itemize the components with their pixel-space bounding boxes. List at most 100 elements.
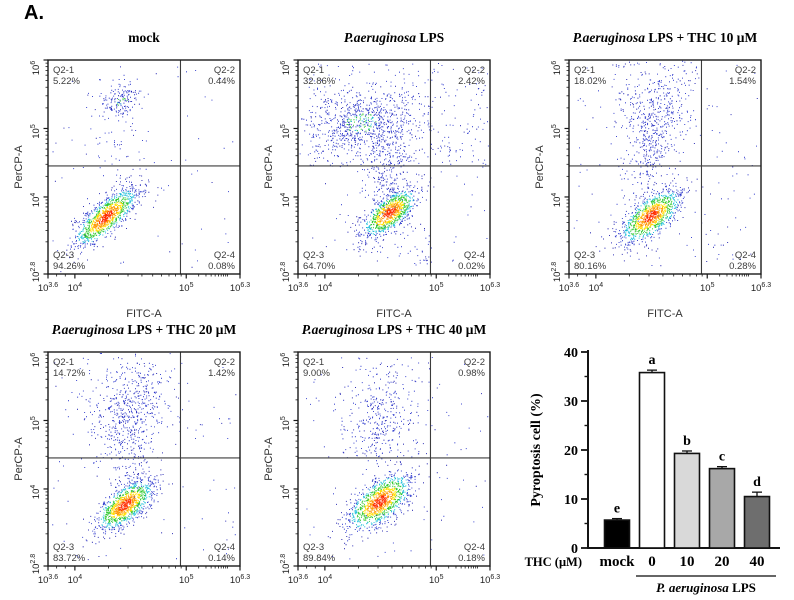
quadrant-percent: 0.14% [208, 553, 235, 564]
scatter-dots [590, 61, 758, 267]
quadrant-percent: 0.28% [729, 261, 756, 272]
axis-tick-label: 105 [429, 282, 444, 294]
scatter-dots [77, 102, 135, 244]
scatter-dots [375, 200, 405, 226]
scatter-dots [98, 210, 113, 225]
quadrant-name: Q2-1 [303, 357, 324, 368]
scatter-dots [635, 201, 668, 231]
axis-tick-label: 102.8 [30, 554, 42, 574]
axis-tick-label: 102.8 [551, 262, 563, 282]
x-axis-label: FITC-A [647, 308, 683, 320]
scatter-dots [52, 352, 236, 560]
scatter-dots [104, 486, 146, 524]
axis-tick-label: 105 [179, 574, 194, 586]
axis-tick-label: 106 [551, 61, 563, 76]
quadrant-name: Q2-4 [464, 250, 485, 261]
axis-tick-label: 106.3 [230, 282, 250, 294]
significance-letter: c [719, 450, 725, 465]
x-axis-label: FITC-A [376, 308, 412, 320]
axis-tick-label: 106.3 [751, 282, 771, 294]
y-tick-label: 10 [564, 493, 578, 508]
scatter-dots [346, 113, 410, 231]
quadrant-name: Q2-4 [464, 542, 485, 553]
quadrant-percent: 0.44% [208, 76, 235, 87]
quadrant-percent: 2.42% [458, 76, 485, 87]
axis-tick-label: 106 [280, 61, 292, 76]
quadrant-name: Q2-2 [464, 357, 485, 368]
bar-category-label: 0 [648, 554, 656, 570]
bar-y-axis-label: Pyroptosis cell (%) [529, 393, 544, 507]
axis-tick-label: 106.3 [480, 282, 500, 294]
quadrant-percent: 80.16% [574, 261, 607, 272]
quadrant-name: Q2-3 [303, 250, 324, 261]
bar-10 [673, 452, 701, 549]
y-axis-label: PerCP-A [263, 145, 275, 189]
scatter-dots [363, 486, 397, 518]
quadrant-percent: 64.70% [303, 261, 336, 272]
y-tick-label: 0 [571, 542, 578, 557]
axis-tick-label: 103.6 [288, 574, 308, 586]
bar-category-label: 10 [680, 554, 695, 570]
axis-tick-label: 104 [280, 193, 292, 208]
flow-plot-lps-thc20: P.aeruginosa LPS + THC 20 μM 103.6 104 105 1… [10, 322, 260, 600]
quadrant-name: Q2-4 [214, 542, 235, 553]
significance-letter: b [683, 434, 691, 449]
axis-tick-label: 106 [280, 353, 292, 368]
y-tick-label: 20 [564, 444, 578, 459]
scatter-dots [372, 494, 388, 509]
quadrant-percent: 18.02% [574, 76, 607, 87]
axis-tick-label: 104 [589, 282, 604, 294]
y-axis-label: PerCP-A [263, 437, 275, 481]
plot-frame [568, 59, 762, 275]
axis-tick-label: 106.3 [480, 574, 500, 586]
scatter-dots [383, 207, 397, 218]
bar-40 [743, 495, 771, 549]
plot-title: mock [128, 30, 160, 45]
axis-tick-label: 102.8 [30, 262, 42, 282]
scatter-dots [100, 481, 151, 529]
quadrant-percent: 1.42% [208, 368, 235, 379]
significance-letter: a [649, 353, 656, 368]
quadrant-name: Q2-2 [464, 65, 485, 76]
plot-title: P.aeruginosa LPS + THC 40 μM [302, 322, 487, 337]
axis-tick-label: 103.6 [288, 282, 308, 294]
scatter-dots [347, 114, 414, 236]
flow-plot-lps: P.aeruginosa LPS 103.6 104 105 106.3 106 105 10… [260, 26, 510, 322]
flow-plot-lps-thc40: P.aeruginosa LPS + THC 40 μM 103.6 104 105 1… [260, 322, 510, 600]
y-axis-label: PerCP-A [13, 145, 25, 189]
quadrant-name: Q2-2 [735, 65, 756, 76]
quadrant-percent: 0.08% [208, 261, 235, 272]
scatter-dots [93, 205, 119, 230]
axis-tick-label: 105 [30, 124, 42, 139]
scatter-dots [299, 63, 489, 266]
scatter-dots [110, 491, 141, 519]
axis-tick-label: 103.6 [38, 282, 58, 294]
quadrant-name: Q2-1 [574, 65, 595, 76]
plot-frame [47, 351, 241, 567]
y-axis-label: PerCP-A [13, 437, 25, 481]
bar-category-label: mock [600, 554, 636, 570]
quadrant-name: Q2-2 [214, 357, 235, 368]
bar-mock [603, 519, 631, 549]
bar-0 [638, 371, 666, 549]
scatter-dots [301, 62, 488, 264]
x-axis-label: FITC-A [126, 308, 162, 320]
axis-tick-label: 105 [280, 124, 292, 139]
y-tick-label: 40 [564, 346, 578, 361]
quadrant-percent: 14.72% [53, 368, 86, 379]
axis-tick-label: 104 [551, 193, 563, 208]
axis-tick-label: 105 [429, 574, 444, 586]
quadrant-percent: 83.72% [53, 553, 86, 564]
scatter-dots [351, 476, 408, 528]
significance-letter: e [614, 502, 620, 517]
axis-tick-label: 104 [30, 485, 42, 500]
y-axis-label: PerCP-A [534, 145, 546, 189]
scatter-dots [89, 201, 123, 233]
scatter-dots [644, 210, 658, 223]
quadrant-percent: 0.98% [458, 368, 485, 379]
bar-20 [708, 467, 736, 549]
plot-frame [297, 351, 491, 567]
quadrant-percent: 0.02% [458, 261, 485, 272]
group-label: P. aeruginosa LPS [656, 580, 756, 595]
axis-tick-label: 104 [68, 282, 83, 294]
